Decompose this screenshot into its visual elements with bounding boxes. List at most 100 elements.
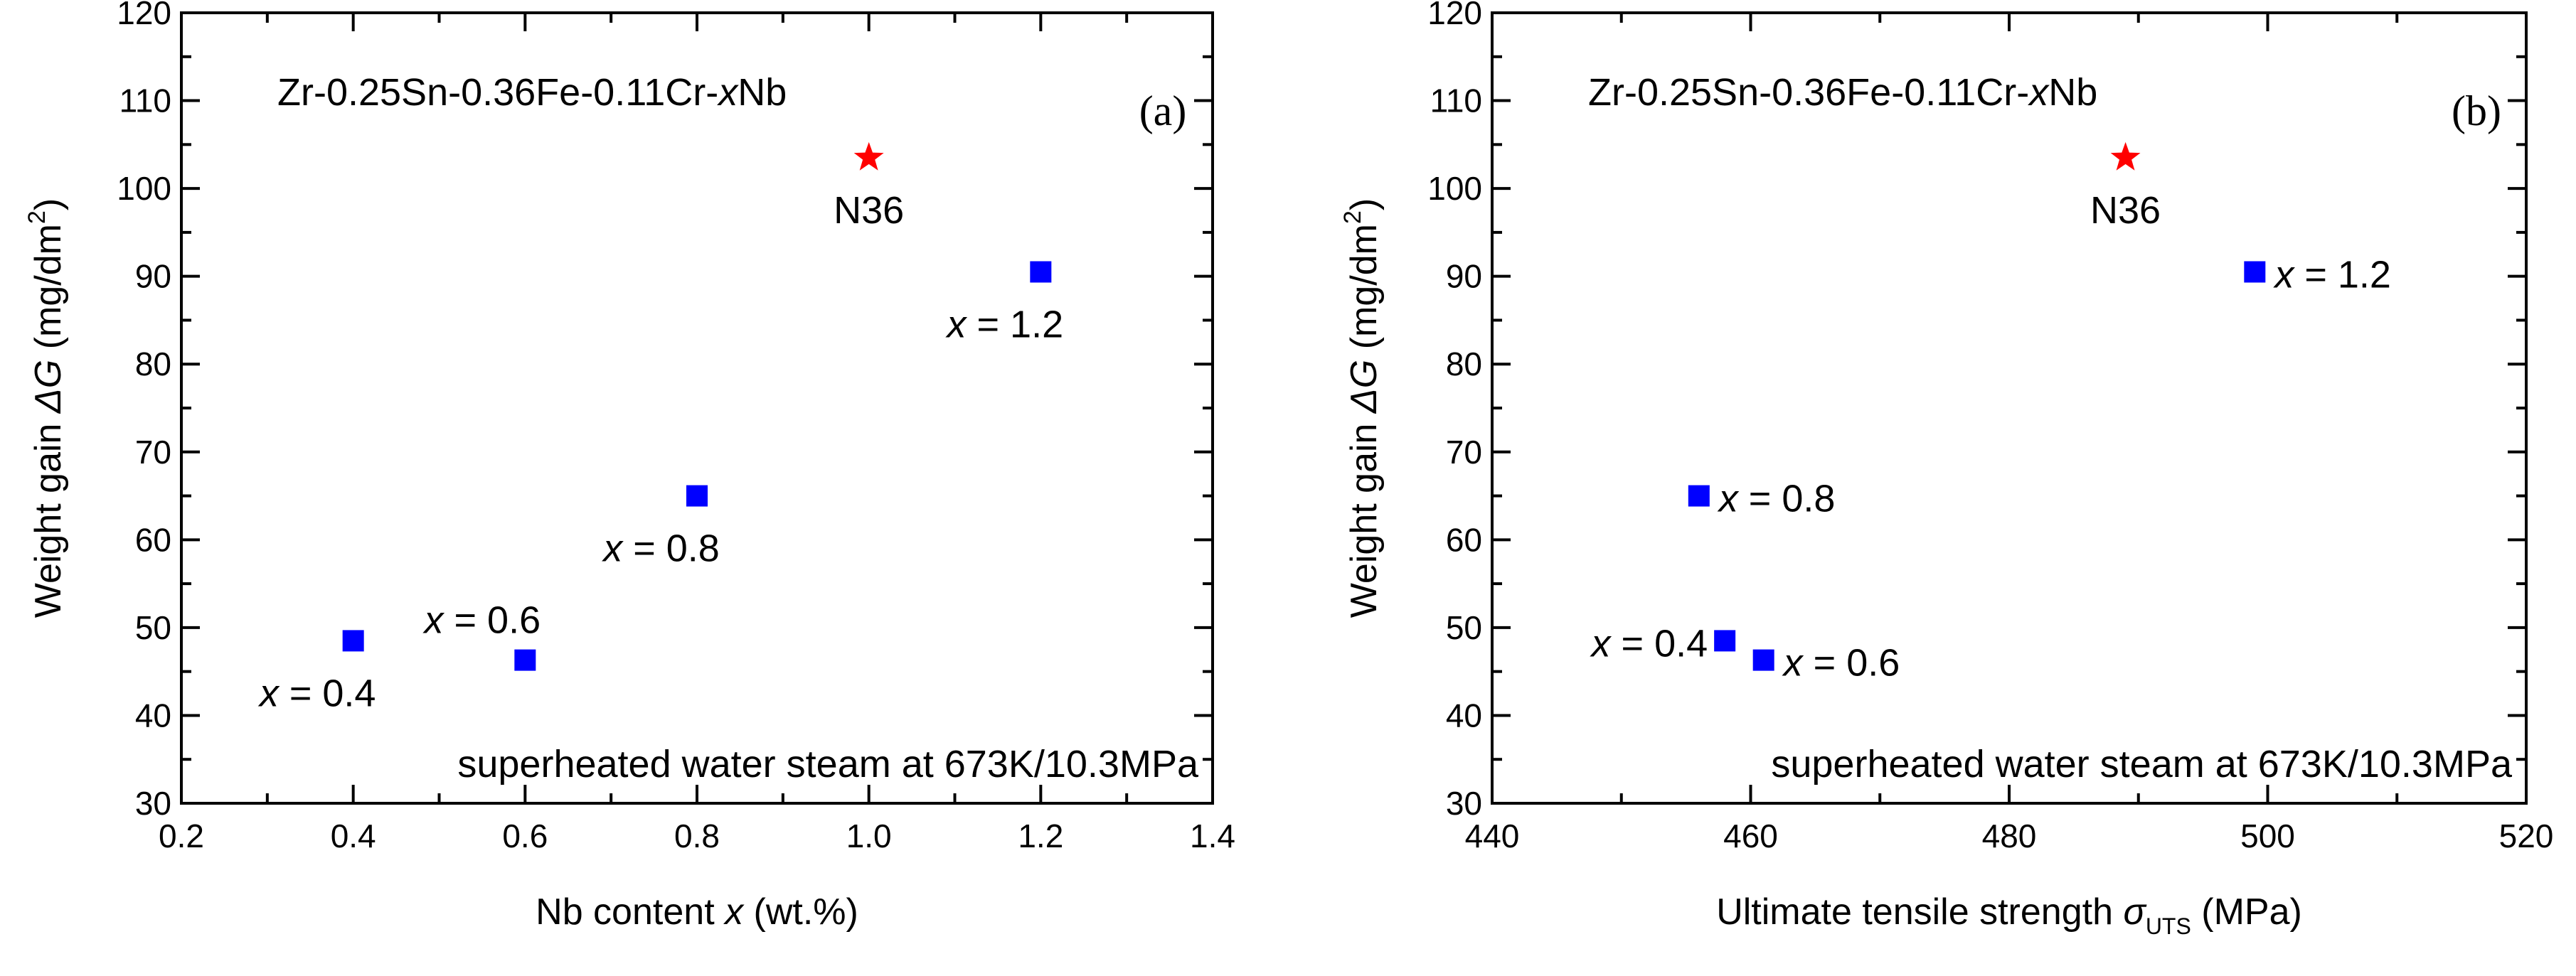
panel-b-y-tick-label: 60 bbox=[1446, 521, 1482, 558]
panel-b-x-tick-label: 480 bbox=[1982, 817, 2037, 854]
panel-a-data-point-square bbox=[342, 630, 364, 652]
panel-a-x-axis-title: Nb content x (wt.%) bbox=[536, 891, 858, 933]
panel-b-point-label: x = 0.6 bbox=[1782, 642, 1900, 685]
panel-a-x-axis-title-var: x bbox=[723, 891, 745, 933]
panel-b-x-tick-label: 460 bbox=[1723, 817, 1778, 854]
panel-b-y-tick-label: 110 bbox=[1430, 82, 1482, 119]
panel-b-x-axis-title-var: σ bbox=[2123, 891, 2146, 933]
panel-b-x-axis-title-sub: UTS bbox=[2146, 913, 2191, 939]
panel-b-alloy-composition: Zr-0.25Sn-0.36Fe-0.11Cr-xNb bbox=[1588, 71, 2097, 114]
panel-b-y-tick-label: 90 bbox=[1446, 258, 1482, 295]
panel-b-point-label: x = 0.8 bbox=[1717, 478, 1836, 520]
panel-b-y-axis-title-var: ΔG bbox=[1343, 360, 1385, 414]
panel-b-y-axis-title-close: ) bbox=[1343, 198, 1385, 210]
panel-b-point-label-var: x bbox=[1782, 642, 1804, 685]
panel-a-y-tick-label: 120 bbox=[117, 0, 171, 31]
panel-b-data-point-square bbox=[1688, 485, 1710, 507]
panel-b-alloy-composition-text: Zr-0.25Sn-0.36Fe-0.11Cr- bbox=[1588, 71, 2029, 114]
panel-a-point-label-value: = 1.2 bbox=[967, 303, 1064, 345]
panel-b-point-label-value: = 0.8 bbox=[1738, 478, 1836, 520]
panel-a-x-tick-label: 1.2 bbox=[1018, 817, 1063, 854]
panel-a-x-tick-label: 1.4 bbox=[1190, 817, 1235, 854]
panel-b-x-axis-title-text: Ultimate tensile strength bbox=[1716, 891, 2123, 933]
panel-b-point-label-value: = 0.6 bbox=[1803, 642, 1900, 685]
panel-a-point-label-var: x bbox=[601, 527, 624, 570]
panel-b-condition-note: superheated water steam at 673K/10.3MPa bbox=[1771, 743, 2513, 785]
panel-b-y-axis-title-unit: (mg/dm bbox=[1343, 224, 1385, 360]
panel-a-y-tick-label: 60 bbox=[135, 521, 171, 558]
panel-a-y-tick-label: 30 bbox=[135, 785, 171, 822]
panel-a-y-tick-label: 100 bbox=[117, 170, 171, 207]
panel-a-y-tick-label: 70 bbox=[135, 434, 171, 471]
panel-a-data-point-square bbox=[1030, 261, 1052, 283]
panel-b-y-tick-label: 120 bbox=[1427, 0, 1482, 31]
panel-a-y-axis-title-var: ΔG bbox=[28, 360, 69, 414]
panel-b-x-axis-title-unit: (MPa) bbox=[2191, 891, 2302, 933]
panel-a-point-label: x = 1.2 bbox=[945, 303, 1064, 345]
panel-b-y-tick-label: 100 bbox=[1427, 170, 1482, 207]
panel-b-alloy-composition-var: x bbox=[2027, 71, 2050, 114]
panel-a-y-axis-title: Weight gain ΔG (mg/dm2) bbox=[23, 198, 69, 618]
panel-a-y-axis-title-close: ) bbox=[28, 198, 69, 210]
panel-b-point-label-value: = 1.2 bbox=[2294, 253, 2391, 296]
panel-a-point-label: x = 0.8 bbox=[601, 527, 720, 570]
panel-a-condition-note: superheated water steam at 673K/10.3MPa bbox=[457, 743, 1199, 785]
panel-a-point-label-value: N36 bbox=[834, 189, 904, 232]
panel-a-point-label: x = 0.4 bbox=[257, 672, 376, 714]
panel-a-y-axis-title-unit: (mg/dm bbox=[28, 224, 69, 360]
panel-b-y-tick-label: 50 bbox=[1446, 609, 1482, 646]
panel-a-point-label-value: = 0.8 bbox=[622, 527, 720, 570]
panel-b-plot-frame bbox=[1491, 11, 2528, 805]
panel-b-y-tick-label: 70 bbox=[1446, 434, 1482, 471]
panel-b-chart: 440 460 480 500 520 30 40 50 60 70 80 90 100 110 120 Ul… bbox=[1339, 0, 2553, 939]
panel-a-y-axis-title-sup: 2 bbox=[23, 210, 50, 224]
panel-a-data-point-square bbox=[514, 649, 536, 671]
panel-a-y-tick-label: 40 bbox=[135, 697, 171, 734]
panel-b-point-label: N36 bbox=[2090, 189, 2161, 232]
panel-a-y-tick-label: 50 bbox=[135, 609, 171, 646]
panel-a-point-label-value: = 0.6 bbox=[444, 599, 541, 642]
panel-b-alloy-composition-suffix: Nb bbox=[2048, 71, 2097, 114]
panel-b-point-label-var: x bbox=[2272, 253, 2295, 296]
panel-a-y-tick-label: 110 bbox=[119, 82, 171, 119]
panel-b-x-tick-label: 520 bbox=[2499, 817, 2554, 854]
panel-a-point-label-value: = 0.4 bbox=[279, 672, 376, 714]
panel-b-data-point-square bbox=[1714, 630, 1736, 652]
panel-a-data-point-square bbox=[686, 485, 708, 507]
panel-a-point-label-var: x bbox=[945, 303, 968, 345]
panel-b-x-tick-label: 440 bbox=[1465, 817, 1520, 854]
panel-b-point-label: x = 1.2 bbox=[2272, 253, 2391, 296]
panel-b-y-axis-title-text: Weight gain bbox=[1343, 413, 1385, 618]
panel-a-panel-label: (a) bbox=[1139, 87, 1187, 134]
panel-a-x-tick-label: 0.4 bbox=[331, 817, 376, 854]
panel-b-point-label: x = 0.4 bbox=[1590, 622, 1708, 665]
panel-b-point-label-value: N36 bbox=[2090, 189, 2161, 232]
panel-b-x-tick-label: 500 bbox=[2240, 817, 2295, 854]
panel-a-alloy-composition: Zr-0.25Sn-0.36Fe-0.11Cr-xNb bbox=[277, 71, 787, 114]
panel-a-point-label-var: x bbox=[257, 672, 280, 714]
panel-b-data-point-square bbox=[1752, 649, 1774, 671]
panel-a-x-tick-label: 0.8 bbox=[674, 817, 720, 854]
panel-a-point-label: N36 bbox=[834, 189, 904, 232]
panel-b-y-axis-title: Weight gain ΔG (mg/dm2) bbox=[1339, 198, 1385, 618]
panel-b-data-point-square bbox=[2244, 261, 2266, 283]
panel-b-y-tick-label: 30 bbox=[1446, 785, 1482, 822]
panel-a-x-tick-label: 1.0 bbox=[846, 817, 892, 854]
panel-a-alloy-composition-var: x bbox=[716, 71, 739, 114]
panel-b-panel-label: (b) bbox=[2452, 87, 2501, 134]
panel-a-x-axis-title-unit: (wt.%) bbox=[743, 891, 858, 933]
panel-a-x-tick-label: 0.6 bbox=[502, 817, 548, 854]
panel-b-y-tick-label: 80 bbox=[1446, 345, 1482, 382]
panel-a-point-label-var: x bbox=[422, 599, 445, 642]
panel-b-x-axis-title: Ultimate tensile strength σUTS (MPa) bbox=[1716, 891, 2302, 939]
panel-a-data-point-star bbox=[853, 141, 884, 171]
panel-b-point-label-var: x bbox=[1590, 622, 1612, 665]
panel-a-alloy-composition-text: Zr-0.25Sn-0.36Fe-0.11Cr- bbox=[277, 71, 718, 114]
panel-a-alloy-composition-suffix: Nb bbox=[738, 71, 787, 114]
panel-b-point-label-value: = 0.4 bbox=[1611, 622, 1708, 665]
panel-a-y-tick-label: 80 bbox=[135, 345, 171, 382]
panel-b-data-point-star bbox=[2110, 141, 2141, 171]
panel-b-y-axis-title-sup: 2 bbox=[1339, 210, 1366, 224]
panel-b-y-tick-label: 40 bbox=[1446, 697, 1482, 734]
